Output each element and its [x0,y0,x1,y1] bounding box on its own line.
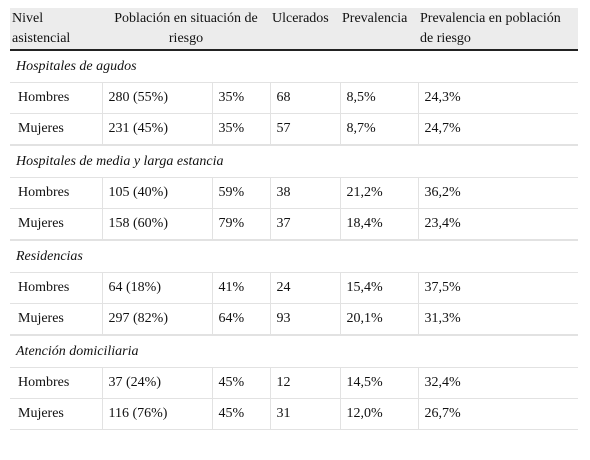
spacer-row [10,239,578,241]
data-cell: 14,5% [339,367,418,399]
data-cell: 24,3% [417,82,578,114]
section-row: Hospitales de media y larga estancia [10,145,578,178]
data-cell: 24 [269,272,340,304]
data-cell: 158 (60%) [101,208,212,240]
data-row: Mujeres 297 (82%) 64% 93 20,1% 31,3% [10,303,578,335]
section-row: Hospitales de agudos [10,50,578,83]
spacer-cell [10,334,578,336]
data-cell: 31,3% [417,303,578,335]
data-cell: 15,4% [339,272,418,304]
row-label: Hombres [10,82,102,114]
row-label: Mujeres [10,303,102,335]
data-cell: 280 (55%) [101,82,212,114]
data-table: Nivel asistencial Población en situación … [10,8,578,430]
section-title: Hospitales de media y larga estancia [10,145,578,178]
data-cell: 21,2% [339,177,418,209]
row-label: Hombres [10,367,102,399]
data-cell: 31 [269,398,340,430]
spacer-row [10,334,578,336]
header-row: Nivel asistencial Población en situación … [10,8,578,51]
header-cell: Prevalencia [340,8,418,51]
section-row: Residencias [10,240,578,273]
data-cell: 64% [211,303,270,335]
data-cell: 8,5% [339,82,418,114]
section-title: Atención domiciliaria [10,335,578,368]
section-title: Hospitales de agudos [10,50,578,83]
data-cell: 116 (76%) [101,398,212,430]
data-cell: 18,4% [339,208,418,240]
data-row: Hombres 280 (55%) 35% 68 8,5% 24,3% [10,82,578,114]
data-cell: 32,4% [417,367,578,399]
data-cell: 57 [269,113,340,145]
data-cell: 37 [269,208,340,240]
data-cell: 45% [211,367,270,399]
data-cell: 26,7% [417,398,578,430]
data-cell: 23,4% [417,208,578,240]
data-cell: 12 [269,367,340,399]
data-row: Hombres 105 (40%) 59% 38 21,2% 36,2% [10,177,578,209]
data-cell: 38 [269,177,340,209]
header-cell: Nivel asistencial [10,8,102,51]
data-row: Hombres 64 (18%) 41% 24 15,4% 37,5% [10,272,578,304]
data-row: Mujeres 116 (76%) 45% 31 12,0% 26,7% [10,398,578,430]
row-label: Mujeres [10,208,102,240]
data-cell: 35% [211,82,270,114]
section-title: Residencias [10,240,578,273]
data-cell: 37,5% [417,272,578,304]
data-cell: 20,1% [339,303,418,335]
data-cell: 68 [269,82,340,114]
data-cell: 24,7% [417,113,578,145]
data-cell: 12,0% [339,398,418,430]
spacer-cell [10,144,578,146]
section-row: Atención domiciliaria [10,335,578,368]
data-row: Hombres 37 (24%) 45% 12 14,5% 32,4% [10,367,578,399]
header-cell: Población en situación de riesgo [102,8,270,51]
header-cell: Ulcerados [270,8,340,51]
spacer-row [10,144,578,146]
row-label: Mujeres [10,113,102,145]
data-cell: 64 (18%) [101,272,212,304]
header-cell: Prevalencia en población de riesgo [418,8,578,51]
data-cell: 105 (40%) [101,177,212,209]
data-cell: 35% [211,113,270,145]
row-label: Hombres [10,272,102,304]
data-cell: 41% [211,272,270,304]
data-row: Mujeres 231 (45%) 35% 57 8,7% 24,7% [10,113,578,145]
table-header: Nivel asistencial Población en situación … [10,8,578,51]
data-cell: 37 (24%) [101,367,212,399]
data-cell: 297 (82%) [101,303,212,335]
table-body: Hospitales de agudos Hombres 280 (55%) 35% 6… [10,50,578,430]
data-cell: 79% [211,208,270,240]
data-row: Mujeres 158 (60%) 79% 37 18,4% 23,4% [10,208,578,240]
data-cell: 36,2% [417,177,578,209]
data-cell: 231 (45%) [101,113,212,145]
data-cell: 8,7% [339,113,418,145]
data-cell: 93 [269,303,340,335]
data-cell: 45% [211,398,270,430]
data-cell: 59% [211,177,270,209]
row-label: Mujeres [10,398,102,430]
spacer-cell [10,239,578,241]
row-label: Hombres [10,177,102,209]
